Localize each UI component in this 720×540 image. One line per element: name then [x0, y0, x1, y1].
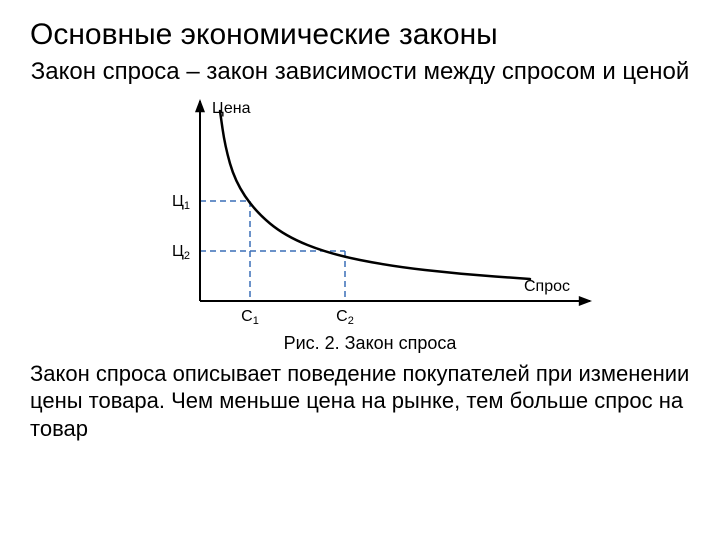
y-axis-label: Цена: [212, 100, 251, 117]
y-tick-p1: Ц1: [172, 193, 190, 212]
x-axis-arrow: [579, 296, 592, 306]
y-tick-p2: Ц2: [172, 243, 190, 262]
chart-caption: Рис. 2. Закон спроса: [130, 333, 610, 354]
x-tick-p2: С2: [336, 308, 354, 327]
page-title: Основные экономические законы: [30, 18, 690, 52]
y-axis-arrow: [195, 99, 205, 112]
subtitle: Закон спроса – закон зависимости между с…: [30, 58, 690, 87]
x-axis-label: Спрос: [524, 278, 570, 295]
demand-chart: Цена Спрос Ц1 С1 Ц2 С2 Рис. 2. Закон спроса: [130, 91, 610, 354]
body-text: Закон спроса описывает поведение покупат…: [30, 360, 690, 443]
x-tick-p1: С1: [241, 308, 259, 327]
demand-curve: [220, 111, 530, 279]
chart-svg: Цена Спрос Ц1 С1 Ц2 С2: [130, 91, 610, 331]
